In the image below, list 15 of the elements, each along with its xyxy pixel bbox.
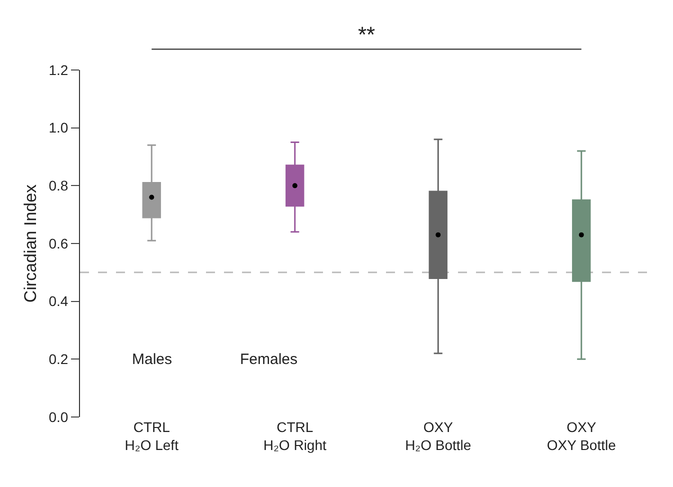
y-tick-label: 0.8 (48, 178, 68, 194)
y-tick-label: 1.0 (48, 120, 68, 136)
annotation: Females (240, 351, 298, 368)
x-tick-label: CTRL H₂O Left (124, 419, 179, 454)
x-tick-label: OXY OXY Bottle (546, 419, 616, 454)
y-tick-label: 0.0 (48, 408, 68, 425)
y-tick-label: 1.2 (48, 62, 68, 78)
annotation: Males (132, 351, 172, 368)
y-tick-label: 0.4 (48, 293, 68, 310)
y-axis-title: Circadian Index (21, 184, 40, 303)
x-tick-label: OXY H₂O Bottle (405, 419, 472, 454)
y-tick-label: 0.6 (48, 235, 68, 252)
x-tick-label: CTRL H₂O Right (263, 419, 326, 454)
y-tick-label: 0.2 (48, 351, 68, 368)
text: ** (358, 22, 376, 47)
